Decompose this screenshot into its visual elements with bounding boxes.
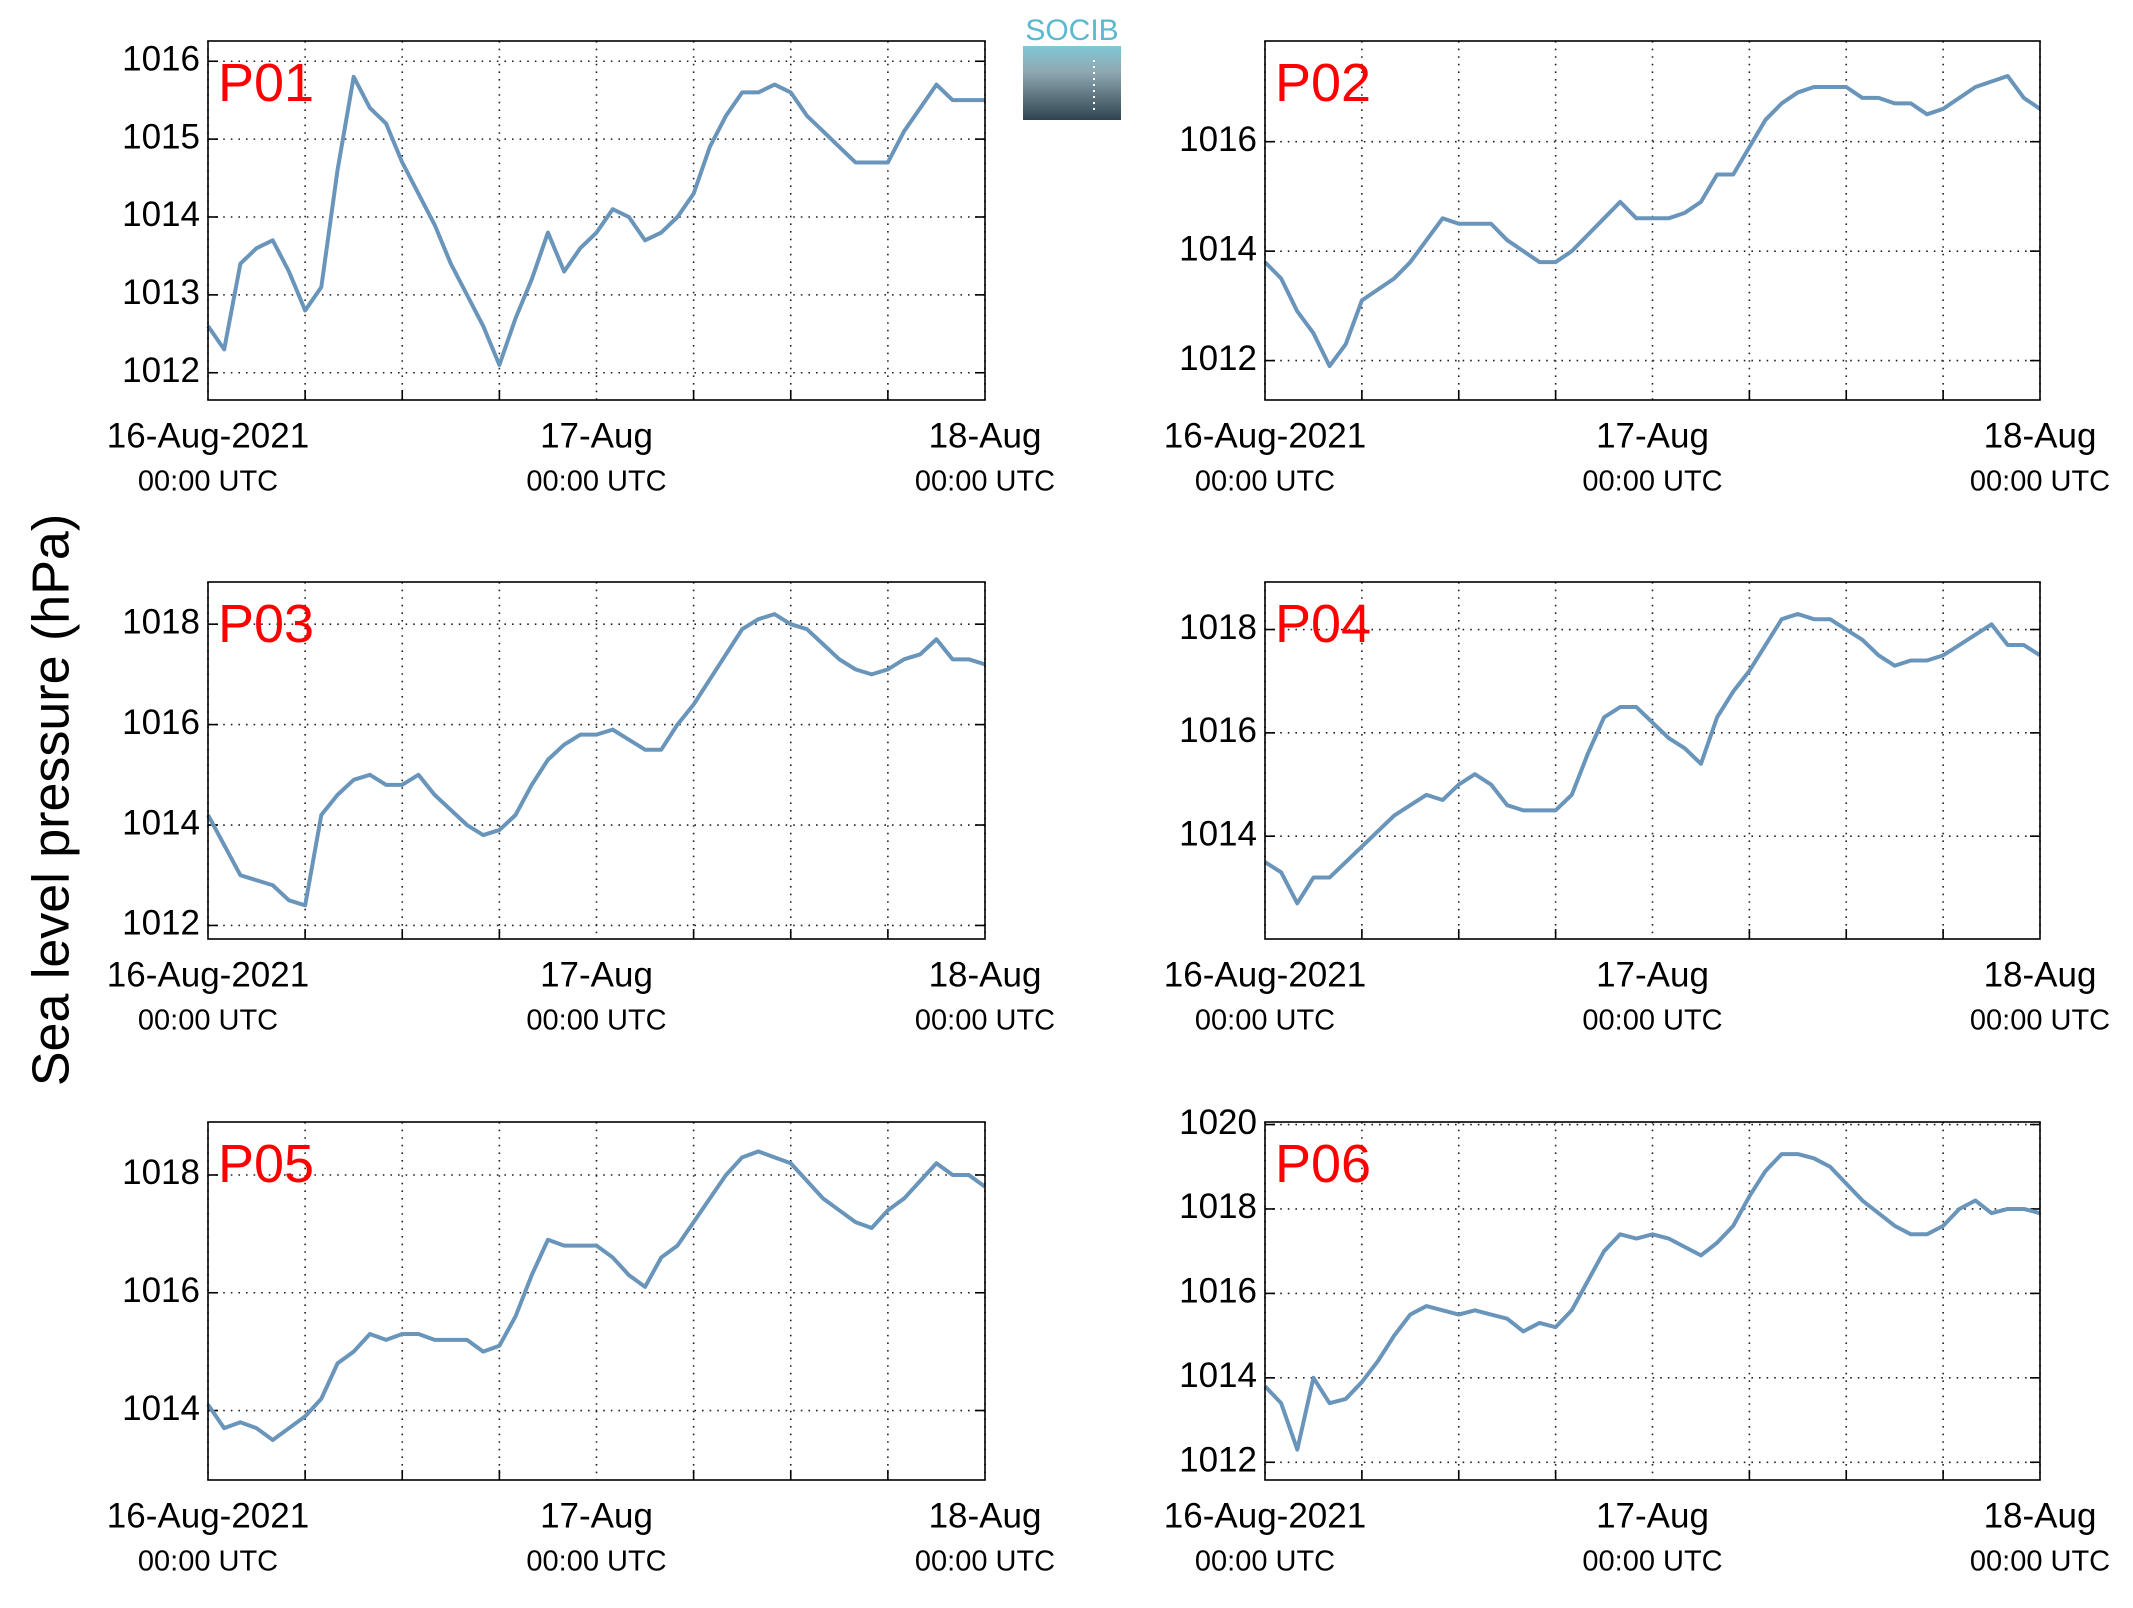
x-tick-sublabel: 00:00 UTC (526, 1546, 666, 1578)
x-tick-label: 18-Aug (1984, 416, 2097, 455)
x-tick-sublabel: 00:00 UTC (526, 1005, 666, 1037)
y-tick-label: 1016 (122, 1271, 200, 1310)
y-tick-label: 1014 (122, 803, 200, 842)
y-tick-label: 1018 (122, 1153, 200, 1192)
y-tick-label: 1016 (1179, 711, 1257, 750)
plot-frame (207, 40, 986, 401)
y-tick-label: 1012 (122, 351, 200, 390)
plot-background (1265, 1122, 2040, 1480)
y-axis-label: Sea level pressure (hPa) (23, 514, 81, 1086)
x-tick-label: 17-Aug (1596, 416, 1709, 455)
y-tick-label: 1014 (1179, 814, 1257, 853)
plot-background (208, 1122, 985, 1480)
x-tick-label: 18-Aug (929, 416, 1042, 455)
y-tick-label: 1014 (1179, 229, 1257, 268)
y-tick-label: 1018 (1179, 608, 1257, 647)
x-tick-label: 16-Aug-2021 (107, 416, 309, 455)
x-tick-sublabel: 00:00 UTC (138, 1546, 278, 1578)
pressure-line (206, 1149, 987, 1442)
x-tick-label: 17-Aug (540, 416, 653, 455)
y-tick-label: 1016 (122, 703, 200, 742)
y-tick-label: 1016 (122, 39, 200, 78)
x-tick-sublabel: 00:00 UTC (1195, 1005, 1335, 1037)
y-tick-label: 1020 (1179, 1103, 1257, 1142)
plot-background (208, 41, 985, 400)
x-tick-label: 18-Aug (929, 955, 1042, 994)
x-tick-label: 17-Aug (540, 955, 653, 994)
plot-frame (207, 1121, 986, 1481)
x-tick-sublabel: 00:00 UTC (915, 466, 1055, 498)
y-tick-label: 1018 (122, 602, 200, 641)
plot-background (1265, 41, 2040, 400)
logo-text: SOCIB (1025, 14, 1118, 47)
x-tick-sublabel: 00:00 UTC (526, 466, 666, 498)
x-tick-label: 18-Aug (929, 1496, 1042, 1535)
y-tick-label: 1016 (1179, 1272, 1257, 1311)
x-tick-label: 16-Aug-2021 (107, 955, 309, 994)
x-tick-sublabel: 00:00 UTC (1970, 466, 2110, 498)
pressure-line (206, 74, 985, 367)
plot-frame (1264, 581, 2041, 940)
panel-title: P01 (218, 53, 314, 113)
y-tick-label: 1012 (1179, 1441, 1257, 1480)
panel-title: P04 (1275, 594, 1371, 654)
y-tick-label: 1014 (122, 1389, 200, 1428)
x-tick-label: 17-Aug (1596, 1496, 1709, 1535)
x-tick-label: 16-Aug-2021 (107, 1496, 309, 1535)
y-tick-label: 1016 (1179, 120, 1257, 159)
x-tick-label: 18-Aug (1984, 955, 2097, 994)
pressure-line (1263, 1152, 2041, 1452)
panel-title: P02 (1275, 53, 1371, 113)
x-tick-label: 17-Aug (540, 1496, 653, 1535)
x-tick-sublabel: 00:00 UTC (1195, 1546, 1335, 1578)
x-tick-sublabel: 00:00 UTC (1582, 1005, 1722, 1037)
x-tick-label: 17-Aug (1596, 955, 1709, 994)
x-tick-sublabel: 00:00 UTC (1582, 1546, 1722, 1578)
x-tick-label: 18-Aug (1984, 1496, 2097, 1535)
y-tick-label: 1018 (1179, 1187, 1257, 1226)
y-tick-label: 1013 (122, 273, 200, 312)
x-tick-sublabel: 00:00 UTC (1582, 466, 1722, 498)
y-tick-label: 1012 (1179, 339, 1257, 378)
y-tick-label: 1015 (122, 117, 200, 156)
pressure-line (1263, 74, 2042, 369)
x-tick-sublabel: 00:00 UTC (915, 1546, 1055, 1578)
y-tick-label: 1014 (122, 195, 200, 234)
plot-frame (1264, 40, 2041, 401)
x-tick-sublabel: 00:00 UTC (1970, 1005, 2110, 1037)
panel-title: P03 (218, 594, 314, 654)
plot-frame (1264, 1121, 2041, 1481)
x-tick-sublabel: 00:00 UTC (138, 466, 278, 498)
x-tick-sublabel: 00:00 UTC (1195, 466, 1335, 498)
x-tick-sublabel: 00:00 UTC (915, 1005, 1055, 1037)
panel-title: P05 (218, 1134, 314, 1194)
plot-frame (207, 581, 986, 940)
logo-mark (1023, 46, 1121, 120)
x-tick-label: 16-Aug-2021 (1164, 416, 1366, 455)
y-tick-label: 1012 (122, 904, 200, 943)
pressure-line (206, 612, 986, 908)
x-tick-sublabel: 00:00 UTC (1970, 1546, 2110, 1578)
x-tick-label: 16-Aug-2021 (1164, 1496, 1366, 1535)
y-tick-label: 1014 (1179, 1356, 1257, 1395)
pressure-line (1263, 612, 2042, 906)
x-tick-sublabel: 00:00 UTC (138, 1005, 278, 1037)
panel-title: P06 (1275, 1134, 1371, 1194)
x-tick-label: 16-Aug-2021 (1164, 955, 1366, 994)
